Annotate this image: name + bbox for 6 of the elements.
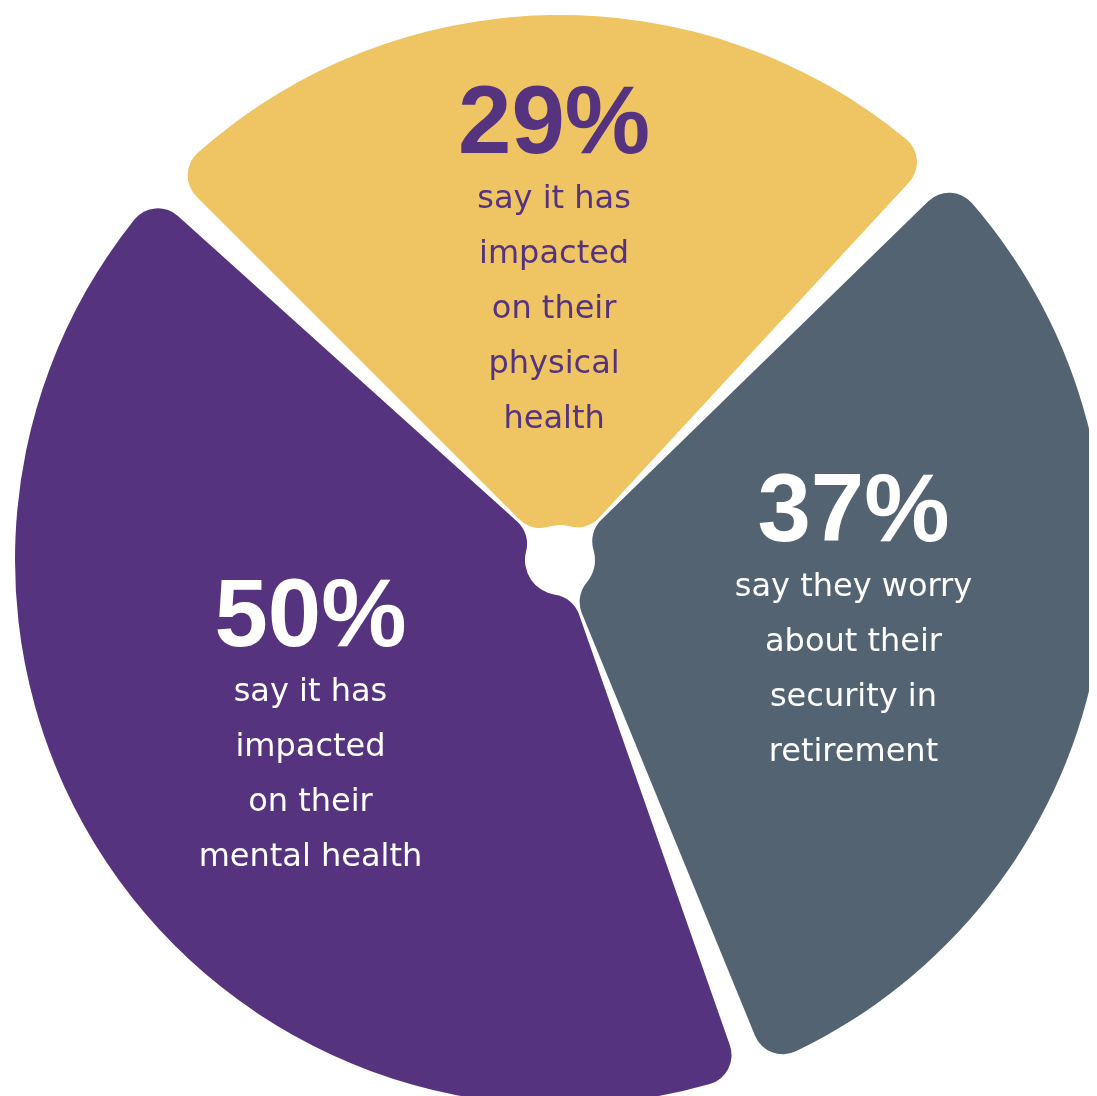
slice-label: say it has impacted on their physical health <box>477 177 631 436</box>
slice-label: say they worry about their security in retirement <box>734 565 973 769</box>
slice-label: say it has impacted on their mental health <box>198 671 423 875</box>
data-label: 37% <box>757 453 950 561</box>
data-label: 29% <box>458 65 651 173</box>
data-label: 50% <box>214 559 407 667</box>
